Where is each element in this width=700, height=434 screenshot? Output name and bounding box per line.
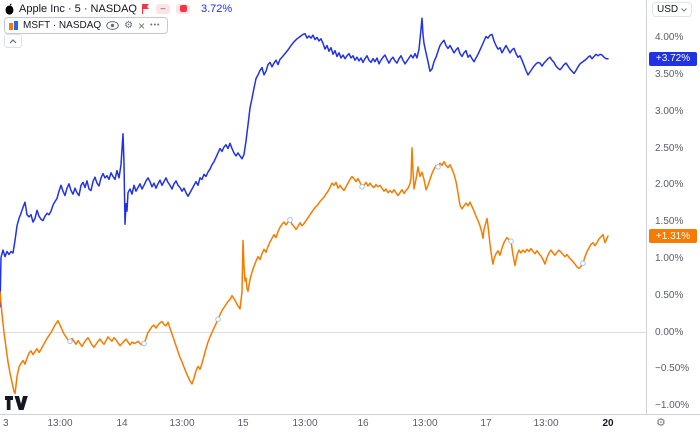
series-line-msft[interactable] bbox=[0, 147, 609, 395]
legend: Apple Inc · 5 · NASDAQ – 3.72% MSFT · NA… bbox=[4, 2, 232, 48]
red-marker-icon bbox=[179, 5, 187, 12]
currency-unit-button[interactable]: USD bbox=[652, 2, 693, 17]
more-options-icon[interactable]: ••• bbox=[150, 22, 161, 29]
minus-glyph: – bbox=[160, 3, 166, 13]
price-tick: 0.50% bbox=[655, 289, 684, 301]
time-tick: 15 bbox=[237, 418, 249, 429]
session-marker bbox=[359, 184, 365, 190]
price-tick: 1.00% bbox=[655, 252, 684, 264]
price-tick: 3.00% bbox=[655, 105, 684, 117]
last-value-badge: +3.72% bbox=[649, 51, 697, 66]
main-series-title: Apple Inc · 5 · NASDAQ bbox=[19, 2, 137, 15]
compare-series-legend[interactable]: MSFT · NASDAQ ⚙ × ••• bbox=[4, 17, 168, 34]
session-marker bbox=[287, 217, 293, 223]
market-closed-flag-icon[interactable] bbox=[141, 3, 150, 14]
session-marker bbox=[580, 260, 586, 267]
axis-settings-gear-icon[interactable]: ⚙ bbox=[656, 416, 666, 429]
price-tick: −1.00% bbox=[655, 400, 690, 412]
main-series-change: 3.72% bbox=[201, 2, 233, 15]
chevron-down-icon bbox=[681, 7, 687, 12]
settings-gear-icon[interactable]: ⚙ bbox=[124, 19, 134, 31]
collapse-pane-badge[interactable]: – bbox=[156, 3, 170, 14]
session-marker bbox=[215, 316, 221, 323]
time-axis[interactable]: 3 13:00 14 13:00 15 13:00 16 13:00 17 13:00 20 bbox=[0, 414, 700, 434]
last-value-badge: +1.31% bbox=[649, 229, 697, 244]
time-tick: 3 bbox=[3, 418, 9, 429]
time-tick: 13:00 bbox=[169, 418, 195, 429]
series-line-aapl[interactable] bbox=[0, 17, 609, 308]
alert-badge[interactable] bbox=[176, 3, 190, 14]
price-tick: 2.50% bbox=[655, 142, 684, 154]
time-tick: 14 bbox=[116, 418, 128, 429]
close-icon[interactable]: × bbox=[138, 18, 146, 33]
time-tick: 20 bbox=[602, 418, 614, 429]
chevron-up-icon bbox=[9, 38, 17, 44]
price-tick: 4.00% bbox=[655, 32, 684, 44]
main-series-legend[interactable]: Apple Inc · 5 · NASDAQ – 3.72% bbox=[4, 2, 232, 15]
price-tick: 0.00% bbox=[655, 326, 684, 338]
compare-series-icon bbox=[9, 21, 18, 30]
time-tick: 13:00 bbox=[47, 418, 73, 429]
session-marker bbox=[141, 340, 147, 347]
price-axis[interactable]: USD 4.00% 3.50% 3.00% 2.50% 2.00% 1.50% 1.00% 0… bbox=[646, 0, 700, 414]
visibility-eye-icon[interactable] bbox=[106, 21, 119, 30]
session-marker bbox=[508, 238, 514, 244]
session-marker bbox=[435, 164, 441, 170]
compare-series-title: MSFT · NASDAQ bbox=[23, 20, 102, 31]
legend-collapse-button[interactable] bbox=[4, 34, 22, 48]
tradingview-logo[interactable] bbox=[5, 396, 28, 415]
currency-label: USD bbox=[657, 4, 679, 15]
time-tick: 13:00 bbox=[533, 418, 559, 429]
session-marker bbox=[67, 338, 73, 345]
time-tick: 13:00 bbox=[292, 418, 318, 429]
time-tick: 13:00 bbox=[412, 418, 438, 429]
apple-logo-icon bbox=[4, 3, 15, 15]
price-tick: 1.50% bbox=[655, 216, 684, 228]
time-tick: 17 bbox=[480, 418, 492, 429]
time-tick: 16 bbox=[357, 418, 369, 429]
price-tick: −0.50% bbox=[655, 363, 690, 375]
price-tick: 2.00% bbox=[655, 179, 684, 191]
price-tick: 3.50% bbox=[655, 68, 684, 80]
